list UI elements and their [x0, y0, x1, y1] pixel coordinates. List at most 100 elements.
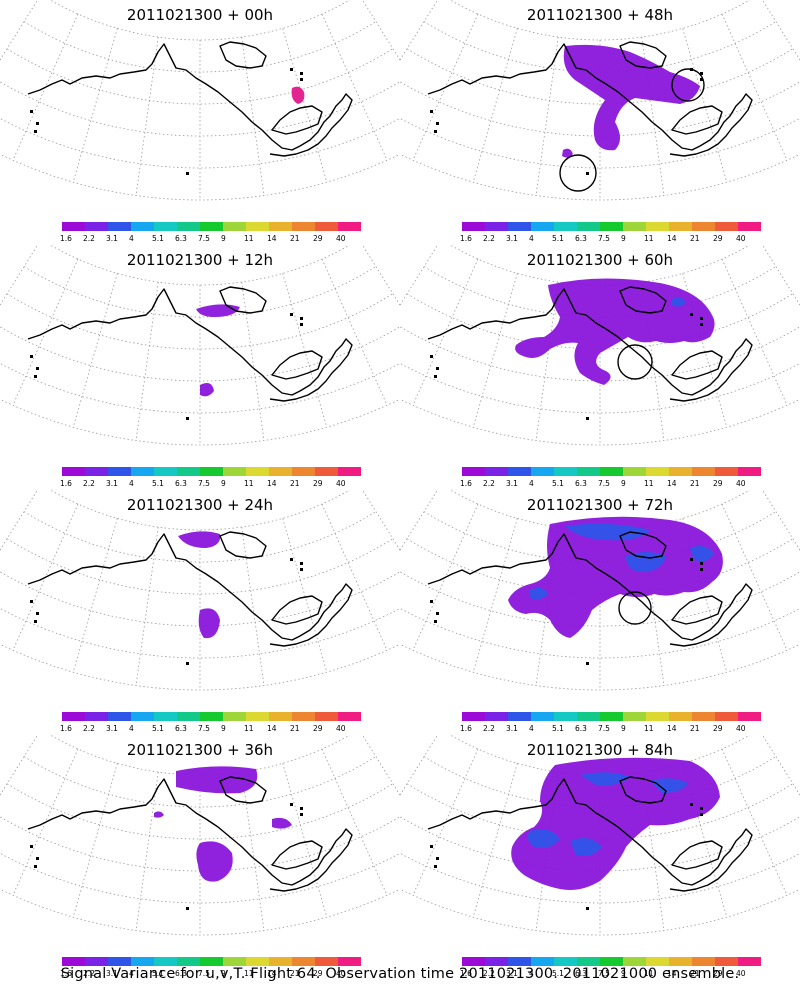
colorbar-label: 21	[290, 724, 300, 733]
colorbar-label: 2.2	[483, 234, 495, 243]
colorbar-label: 14	[667, 479, 677, 488]
colorbar-label: 2.2	[483, 969, 495, 978]
colorbar-swatch	[623, 467, 646, 476]
colorbar-label: 21	[690, 969, 700, 978]
colorbar-label: 3.1	[106, 479, 118, 488]
colorbar-swatch	[246, 467, 269, 476]
colorbar-swatch	[646, 957, 669, 966]
colorbar-label: 3.1	[506, 969, 518, 978]
colorbar-label: 6.3	[575, 969, 587, 978]
colorbar-swatch	[269, 467, 292, 476]
colorbar-label: 1.6	[460, 479, 472, 488]
polar-map: 1.6 2.2 3.1 4 5.1 6.3 7.5 9 11 14 21 29 40	[0, 735, 400, 978]
colorbar: 1.6 2.2 3.1 4 5.1 6.3 7.5 9 11 14 21 29 40	[60, 467, 361, 488]
colorbar-swatch	[223, 712, 246, 721]
variance-contour	[515, 278, 715, 385]
variance-contour	[198, 608, 220, 639]
colorbar-swatch	[292, 222, 315, 231]
colorbar-label: 9	[621, 969, 626, 978]
colorbar-swatch	[669, 957, 692, 966]
coastline	[27, 41, 353, 157]
variance-contour	[580, 772, 630, 786]
colorbar-label: 7.5	[198, 234, 210, 243]
colorbar-swatch	[223, 957, 246, 966]
colorbar-label: 7.5	[198, 724, 210, 733]
colorbar-swatch	[131, 222, 154, 231]
colorbar-label: 4	[129, 234, 134, 243]
colorbar: 1.6 2.2 3.1 4 5.1 6.3 7.5 9 11 14 21 29 40	[460, 222, 761, 243]
colorbar-label: 40	[336, 969, 346, 978]
forecast-panel: 2011021300 + 00h 1.6 2.2 3.1 4 5.1 6.3 7.5 9 11 14…	[0, 0, 400, 250]
colorbar-swatch	[623, 957, 646, 966]
colorbar-swatch	[462, 957, 485, 966]
colorbar-swatch	[600, 957, 623, 966]
colorbar-swatch	[577, 957, 600, 966]
colorbar-swatch	[315, 222, 338, 231]
colorbar-label: 21	[690, 724, 700, 733]
colorbar-label: 29	[313, 479, 323, 488]
polar-map: 1.6 2.2 3.1 4 5.1 6.3 7.5 9 11 14 21 29 40	[400, 490, 800, 733]
colorbar-swatch	[577, 712, 600, 721]
colorbar-swatch	[108, 467, 131, 476]
colorbar-label: 14	[267, 479, 277, 488]
colorbar-swatch	[669, 712, 692, 721]
colorbar-swatch	[646, 222, 669, 231]
colorbar-swatch	[485, 957, 508, 966]
coastline	[427, 776, 753, 892]
colorbar-label: 29	[313, 234, 323, 243]
colorbar-swatch	[315, 712, 338, 721]
coastline	[27, 286, 353, 402]
colorbar-label: 29	[313, 724, 323, 733]
colorbar-swatch	[269, 712, 292, 721]
panel-title: 2011021300 + 24h	[126, 496, 274, 514]
colorbar-label: 3.1	[506, 234, 518, 243]
variance-contour	[272, 817, 292, 829]
colorbar-label: 7.5	[598, 969, 610, 978]
observation-circle	[559, 154, 597, 192]
colorbar: 1.6 2.2 3.1 4 5.1 6.3 7.5 9 11 14 21 29 40	[60, 957, 361, 978]
colorbar-swatch	[154, 467, 177, 476]
colorbar-swatch	[600, 467, 623, 476]
coastline	[427, 531, 753, 647]
colorbar-label: 3.1	[506, 724, 518, 733]
colorbar-swatch	[508, 712, 531, 721]
variance-contour	[650, 778, 688, 793]
colorbar-label: 11	[244, 724, 254, 733]
variance-contour	[508, 516, 723, 638]
colorbar-label: 2.2	[83, 724, 95, 733]
colorbar-swatch	[554, 467, 577, 476]
colorbar-label: 11	[244, 234, 254, 243]
colorbar-swatch	[338, 712, 361, 721]
colorbar-swatch	[315, 467, 338, 476]
colorbar-swatch	[577, 467, 600, 476]
colorbar: 1.6 2.2 3.1 4 5.1 6.3 7.5 9 11 14 21 29 40	[60, 712, 361, 733]
panel-title: 2011021300 + 00h	[126, 6, 274, 24]
colorbar-swatch	[292, 957, 315, 966]
colorbar-label: 11	[644, 234, 654, 243]
colorbar-label: 40	[336, 479, 346, 488]
coastline	[27, 531, 353, 647]
colorbar-label: 21	[290, 969, 300, 978]
coastline	[427, 286, 753, 402]
colorbar-swatch	[600, 222, 623, 231]
colorbar-swatch	[62, 222, 85, 231]
colorbar-swatch	[531, 222, 554, 231]
forecast-panel: 2011021300 + 84h 1.6 2.2 3.1 4 5.1 6.3 7.5 9 11 14…	[400, 735, 800, 985]
colorbar-swatch	[108, 712, 131, 721]
colorbar-label: 9	[221, 969, 226, 978]
colorbar-swatch	[292, 467, 315, 476]
colorbar-label: 21	[690, 234, 700, 243]
observation-circle	[617, 344, 653, 380]
variance-contour	[690, 546, 714, 562]
colorbar-label: 1.6	[460, 969, 472, 978]
colorbar-label: 29	[713, 479, 723, 488]
colorbar: 1.6 2.2 3.1 4 5.1 6.3 7.5 9 11 14 21 29 40	[460, 957, 761, 978]
colorbar-swatch	[131, 712, 154, 721]
colorbar-label: 7.5	[198, 969, 210, 978]
colorbar-swatch	[269, 957, 292, 966]
colorbar-swatch	[292, 712, 315, 721]
colorbar-swatch	[246, 957, 269, 966]
colorbar-label: 14	[667, 724, 677, 733]
polar-map: 1.6 2.2 3.1 4 5.1 6.3 7.5 9 11 14 21 29 40	[400, 0, 800, 243]
colorbar-swatch	[508, 467, 531, 476]
